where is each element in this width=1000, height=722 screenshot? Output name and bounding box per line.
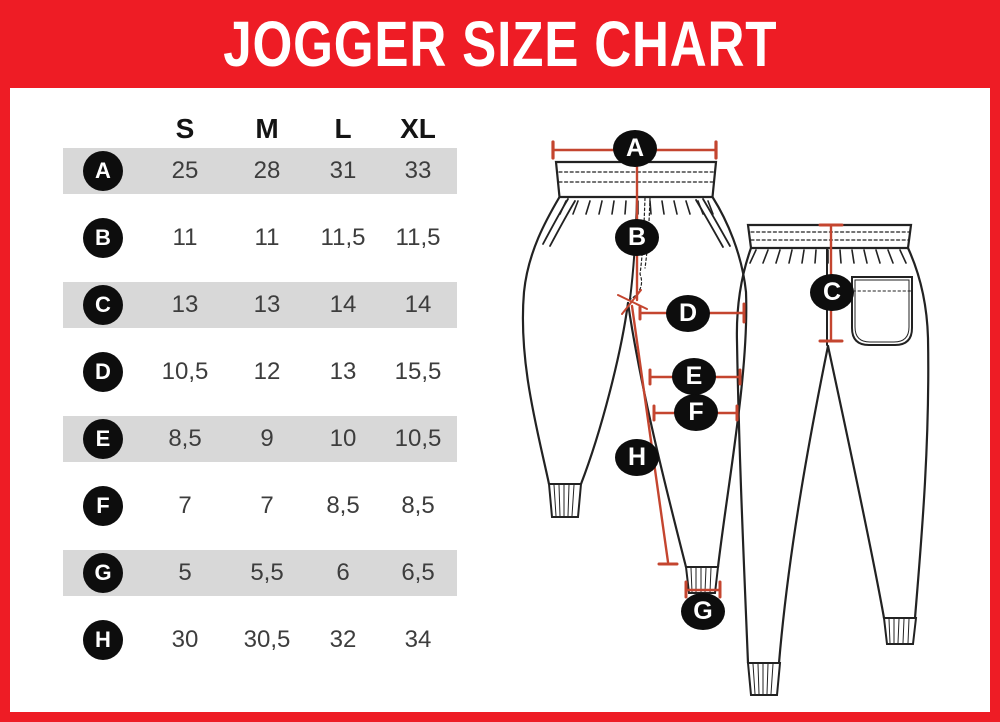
measure-marker-e: E (672, 358, 716, 395)
row-label-badge: A (83, 151, 123, 191)
row-label-badge: B (83, 218, 123, 258)
row-label-badge: D (83, 352, 123, 392)
cell-value: 6,5 (401, 559, 435, 586)
table-row: F 7 7 8,5 8,5 (63, 483, 457, 529)
cell-value: 7 (178, 492, 192, 519)
table-row: E 8,5 9 10 10,5 (63, 416, 457, 462)
measure-letter: G (693, 597, 713, 625)
cell-value: 5,5 (250, 559, 284, 586)
row-label: B (95, 225, 111, 250)
title-banner: JOGGER SIZE CHART (0, 0, 1000, 88)
column-header-l: L (334, 113, 352, 144)
table-row: A 25 28 31 33 (63, 148, 457, 194)
table-row: C 13 13 14 14 (63, 282, 457, 328)
size-table: S M L XL A 25 28 31 33 B 11 11 11,5 11,5… (63, 110, 457, 684)
cell-value: 8,5 (401, 492, 435, 519)
cell-value: 9 (260, 425, 274, 452)
row-label-badge: F (83, 486, 123, 526)
row-label: G (94, 560, 112, 585)
cell-value: 25 (171, 157, 199, 184)
content-area: S M L XL A 25 28 31 33 B 11 11 11,5 11,5… (10, 88, 990, 712)
back-view-drawing (735, 223, 930, 696)
cell-value: 10 (329, 425, 357, 452)
table-row: G 5 5,5 6 6,5 (63, 550, 457, 596)
cell-value: 13 (171, 291, 199, 318)
cell-value: 34 (404, 626, 432, 653)
row-label-badge: G (83, 553, 123, 593)
cell-value: 10,5 (161, 358, 209, 385)
cell-value: 11,5 (395, 224, 441, 251)
row-label-badge: E (83, 419, 123, 459)
cell-value: 10,5 (394, 425, 442, 452)
measure-letter: D (678, 299, 698, 327)
measure-letter: F (688, 398, 704, 426)
table-row: H 30 30,5 32 34 (63, 617, 457, 663)
cell-value: 11,5 (320, 224, 366, 251)
cell-value: 28 (253, 157, 281, 184)
measure-letter: H (627, 443, 647, 471)
row-label: C (95, 292, 111, 317)
measure-letter: A (625, 134, 645, 162)
cell-value: 32 (329, 626, 357, 653)
row-label: D (95, 359, 111, 384)
measure-marker-a: A (613, 130, 657, 167)
row-label-badge: C (83, 285, 123, 325)
row-label: H (95, 627, 111, 652)
measure-marker-c: C (810, 274, 854, 311)
measure-marker-g: G (681, 593, 725, 630)
cell-value: 13 (253, 291, 281, 318)
cell-value: 14 (329, 291, 357, 318)
cell-value: 30 (171, 626, 199, 653)
cell-value: 11 (254, 224, 280, 251)
jogger-diagram (521, 140, 930, 696)
table-row: B 11 11 11,5 11,5 (63, 215, 457, 261)
cell-value: 8,5 (168, 425, 202, 452)
measure-letter: E (685, 362, 703, 390)
cell-value: 30,5 (243, 626, 291, 653)
cell-value: 7 (260, 492, 274, 519)
column-header-xl: XL (400, 113, 436, 144)
cell-value: 31 (329, 157, 357, 184)
row-label-badge: H (83, 620, 123, 660)
row-label: A (95, 158, 111, 183)
cell-value: 33 (404, 157, 432, 184)
cell-value: 5 (178, 559, 192, 586)
measure-marker-b: B (615, 219, 659, 256)
cell-value: 6 (336, 559, 350, 586)
page-title: JOGGER SIZE CHART (222, 8, 778, 80)
column-header-s: S (175, 113, 195, 144)
measure-letter: C (822, 278, 842, 306)
measure-marker-f: F (674, 394, 718, 431)
measure-marker-d: D (666, 295, 710, 332)
row-label: F (96, 493, 110, 518)
cell-value: 11 (172, 224, 198, 251)
column-header-m: M (255, 113, 279, 144)
size-table-header: S M L XL (63, 110, 457, 148)
cell-value: 12 (253, 358, 281, 385)
cell-value: 14 (404, 291, 432, 318)
cell-value: 15,5 (394, 358, 442, 385)
measure-letter: B (627, 223, 647, 251)
cell-value: 13 (329, 358, 357, 385)
row-label: E (95, 426, 111, 451)
measure-marker-h: H (615, 439, 659, 476)
table-row: D 10,5 12 13 15,5 (63, 349, 457, 395)
cell-value: 8,5 (326, 492, 360, 519)
